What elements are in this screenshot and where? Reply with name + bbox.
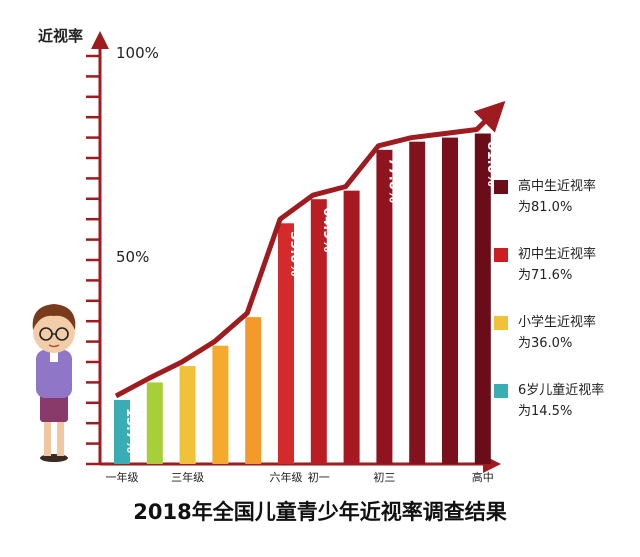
- legend-swatch: [494, 180, 508, 194]
- bar-高一: [409, 141, 426, 464]
- legend-text: 6岁儿童近视率 为14.5%: [518, 380, 604, 422]
- x-tick-label-六年级: 六年级: [270, 470, 303, 484]
- legend-label: 6岁儿童近视率: [518, 383, 605, 398]
- legend-swatch: [494, 384, 508, 398]
- legend-item-primary-school: 小学生近视率 为36.0%: [494, 312, 634, 380]
- legend-value: 为81.0%: [518, 200, 573, 215]
- y-axis-ticks: [86, 54, 100, 466]
- data-label-高中: 81.0%: [484, 142, 499, 187]
- data-label-初一: 64.9%: [320, 207, 335, 252]
- trend-arrow: [114, 100, 506, 399]
- data-label-六年级: 59.0%: [287, 231, 302, 276]
- data-label-初三: 77.0%: [385, 158, 400, 203]
- x-tick-label-一年级: 一年级: [106, 470, 139, 484]
- data-label-一年级: 15.7%: [123, 408, 138, 453]
- legend-label: 高中生近视率: [518, 179, 597, 194]
- y-tick-label-50: 50%: [116, 248, 149, 266]
- legend-text: 初中生近视率 为71.6%: [518, 244, 596, 286]
- bar-一年级: [114, 399, 130, 464]
- legend: 高中生近视率 为81.0% 初中生近视率 为71.6% 小学生近视率 为36.0…: [494, 176, 634, 448]
- legend-text: 小学生近视率 为36.0%: [518, 312, 596, 354]
- legend-item-high-school: 高中生近视率 为81.0%: [494, 176, 634, 244]
- bar-初二: [343, 190, 360, 464]
- bar-六年级: [278, 223, 294, 464]
- legend-swatch: [494, 316, 508, 330]
- legend-value: 为14.5%: [518, 404, 573, 419]
- legend-label: 初中生近视率: [518, 247, 597, 262]
- bar-三年级: [179, 366, 196, 464]
- bar-五年级: [245, 317, 262, 464]
- x-tick-label-初三: 初三: [373, 470, 395, 484]
- x-tick-label-三年级: 三年级: [171, 470, 204, 484]
- bar-初三: [376, 149, 393, 464]
- bar-高二: [442, 137, 458, 464]
- bar-二年级: [146, 382, 163, 464]
- legend-item-age-six: 6岁儿童近视率 为14.5%: [494, 380, 634, 448]
- legend-label: 小学生近视率: [518, 315, 597, 330]
- legend-text: 高中生近视率 为81.0%: [518, 176, 596, 218]
- legend-value: 为36.0%: [518, 336, 573, 351]
- legend-swatch: [494, 248, 508, 262]
- x-tick-label-高中: 高中: [472, 470, 494, 484]
- bar-初一: [310, 199, 327, 464]
- bar-高中: [474, 133, 491, 464]
- bar-四年级: [212, 345, 229, 464]
- x-tick-label-初一: 初一: [308, 470, 330, 484]
- x-tick-labels: 一年级 三年级 六年级 初一 初三 高中: [106, 470, 494, 484]
- trend-line: [114, 100, 506, 399]
- legend-value: 为71.6%: [518, 268, 573, 283]
- bars-group: 15.7% 59.0% 64.9% 77.0% 81.0%: [114, 133, 499, 464]
- y-tick-label-100: 100%: [116, 44, 159, 62]
- legend-item-middle-school: 初中生近视率 为71.6%: [494, 244, 634, 312]
- student-illustration-icon: [32, 304, 76, 462]
- y-axis-label: 近视率: [38, 27, 83, 45]
- chart-title: 2018年全国儿童青少年近视率调查结果: [133, 500, 507, 524]
